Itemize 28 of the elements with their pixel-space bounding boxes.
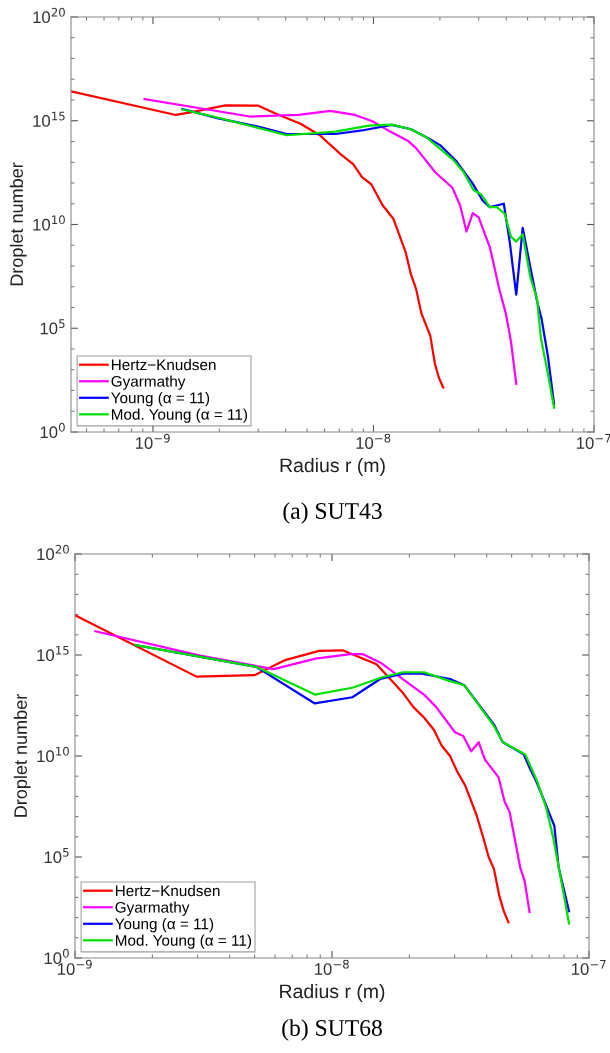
legend-label: Mod. Young (α = 11) bbox=[111, 408, 248, 423]
y-tick-label: 10$^{20}$ bbox=[37, 544, 69, 561]
y-tick-label: 10$^{10}$ bbox=[33, 215, 65, 231]
x-tick-label: 10$^{−7}$ bbox=[577, 433, 610, 449]
y-tick-label: 10$^{20}$ bbox=[33, 7, 65, 24]
x-tick-label: 10$^{−9}$ bbox=[135, 433, 170, 449]
x-axis-title: Radius r (m) bbox=[280, 983, 385, 1003]
x-tick-label: 10$^{−8}$ bbox=[315, 959, 349, 975]
y-tick-label: 10$^{5}$ bbox=[44, 848, 69, 864]
legend-label: Mod. Young (α = 11) bbox=[115, 934, 252, 949]
y-axis-title: Droplet number bbox=[9, 162, 27, 286]
legend-label: Gyarmathy bbox=[115, 901, 190, 916]
x-axis-title: Radius r (m) bbox=[280, 457, 385, 477]
x-tick-label: 10$^{−7}$ bbox=[572, 959, 606, 975]
legend-label: Hertz−Knudsen bbox=[115, 884, 220, 897]
legend-label: Gyarmathy bbox=[111, 375, 186, 390]
legend-label: Young (α = 11) bbox=[115, 918, 214, 933]
x-tick-label: 10$^{−8}$ bbox=[356, 433, 391, 449]
y-tick-label: 10$^{15}$ bbox=[33, 111, 65, 127]
y-axis-title: Droplet number bbox=[13, 694, 31, 817]
y-tick-label: 10$^{5}$ bbox=[40, 319, 65, 335]
y-tick-label: 10$^{15}$ bbox=[37, 646, 69, 662]
y-tick-label: 10$^{0}$ bbox=[40, 422, 65, 439]
text: (a) SUT43 bbox=[283, 502, 382, 524]
legend-label: Hertz−Knudsen bbox=[111, 358, 216, 371]
y-tick-label: 10$^{10}$ bbox=[37, 746, 69, 763]
legend-label: Young (α = 11) bbox=[111, 392, 210, 407]
text: (b) SUT68 bbox=[282, 1019, 382, 1041]
